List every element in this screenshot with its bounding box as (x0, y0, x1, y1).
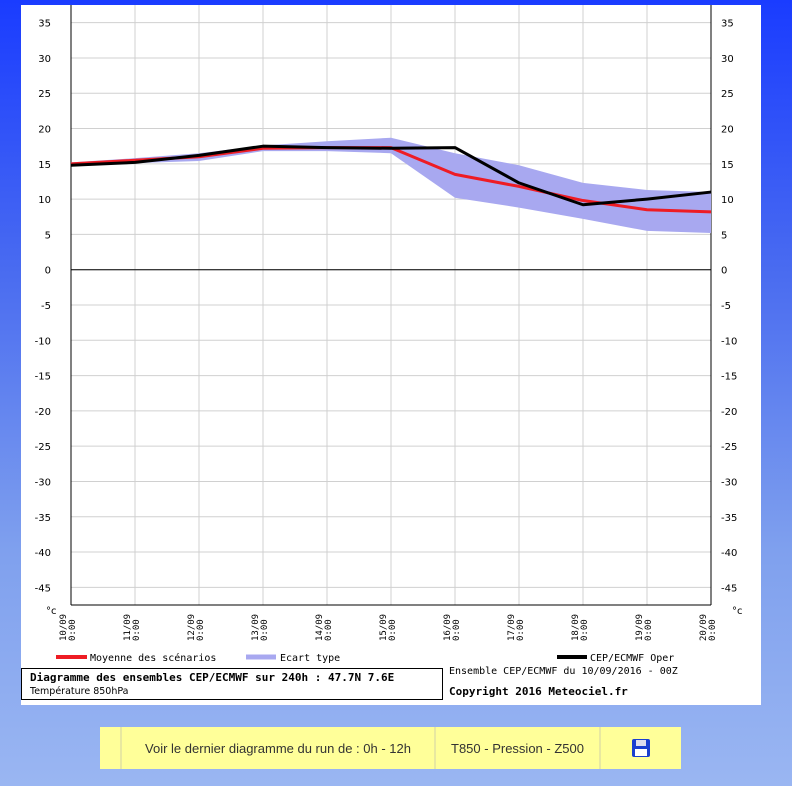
legend-oper-label: CEP/ECMWF Oper (590, 653, 674, 664)
y-tick-label-right: 25 (721, 89, 734, 100)
x-tick-label: 15/09 0:00 (379, 614, 398, 641)
x-tick-label: 19/09 0:00 (635, 614, 654, 641)
y-tick-label-right: 5 (721, 230, 727, 241)
ensemble-chart: 35 35 30 30 25 25 20 20 15 15 10 10 5 5 0 0 -5 -5 -10 -10 -1… (35, 5, 743, 664)
y-tick-label-right: -5 (721, 301, 731, 312)
y-unit-right: °c (732, 606, 743, 617)
y-tick-label-left: -25 (35, 442, 51, 453)
y-tick-labels: 35 35 30 30 25 25 20 20 15 15 10 10 5 5 0 0 -5 -5 -10 -10 -1… (35, 19, 738, 595)
y-tick-label-right: 10 (721, 195, 734, 206)
x-tick-date: 14/09 (315, 614, 325, 641)
save-button[interactable] (601, 727, 681, 769)
x-tick-date: 13/09 (251, 614, 261, 641)
y-tick-label-right: 30 (721, 54, 734, 65)
y-tick-label-left: -10 (35, 336, 51, 347)
y-tick-label-right: -45 (721, 583, 737, 594)
x-tick-date: 17/09 (507, 614, 517, 641)
parameters-link[interactable]: T850 - Pression - Z500 (436, 727, 599, 769)
x-tick-date: 20/09 (699, 614, 709, 641)
series-layer (70, 144, 712, 214)
y-tick-label-right: -25 (721, 442, 737, 453)
oper-series-line (70, 144, 712, 207)
ensemble-run-info: Ensemble CEP/ECMWF du 10/09/2016 - 00Z (449, 666, 678, 677)
y-tick-label-right: -40 (721, 548, 737, 559)
y-tick-label-right: 35 (721, 19, 734, 30)
x-tick-label: 12/09 0:00 (187, 614, 206, 641)
x-tick-time: 0:00 (452, 619, 462, 641)
x-tick-time: 0:00 (324, 619, 334, 641)
y-tick-label-right: 0 (721, 266, 727, 277)
x-tick-time: 0:00 (388, 619, 398, 641)
x-tick-labels: 10/09 0:00 11/09 0:00 12/09 0:00 13/09 0:00 14/0… (59, 614, 718, 641)
legend-band-label: Ecart type (280, 653, 340, 664)
x-tick-time: 0:00 (68, 619, 78, 641)
x-tick-date: 11/09 (123, 614, 133, 641)
ecart-type-band-layer (71, 137, 711, 233)
x-tick-label: 13/09 0:00 (251, 614, 270, 641)
x-tick-label: 17/09 0:00 (507, 614, 526, 641)
y-tick-label-left: 35 (38, 19, 51, 30)
y-tick-label-right: -15 (721, 372, 737, 383)
y-tick-label-left: -5 (41, 301, 51, 312)
x-tick-time: 0:00 (644, 619, 654, 641)
toolbar-spacer (100, 727, 120, 769)
x-tick-label: 16/09 0:00 (443, 614, 462, 641)
x-tick-time: 0:00 (196, 619, 206, 641)
y-unit-left: °c (46, 606, 57, 617)
y-tick-label-left: -30 (35, 477, 51, 488)
x-tick-time: 0:00 (132, 619, 142, 641)
x-tick-time: 0:00 (580, 619, 590, 641)
x-tick-date: 16/09 (443, 614, 453, 641)
run-selector-link[interactable]: Voir le dernier diagramme du run de : 0h… (122, 727, 434, 769)
y-tick-label-left: -35 (35, 513, 51, 524)
bottom-toolbar: Voir le dernier diagramme du run de : 0h… (100, 727, 681, 769)
copyright: Copyright 2016 Meteociel.fr (449, 685, 628, 698)
chart-panel: 35 35 30 30 25 25 20 20 15 15 10 10 5 5 0 0 -5 -5 -10 -10 -1… (21, 5, 761, 705)
x-tick-time: 0:00 (708, 619, 718, 641)
y-tick-label-right: -35 (721, 513, 737, 524)
ecart-type-band (71, 137, 711, 233)
x-tick-time: 0:00 (516, 619, 526, 641)
chart-title: Diagramme des ensembles CEP/ECMWF sur 24… (30, 671, 395, 684)
x-tick-label: 14/09 0:00 (315, 614, 334, 641)
y-tick-label-right: -30 (721, 477, 737, 488)
legend: Moyenne des scénarios Ecart type CEP/ECM… (56, 652, 674, 664)
grid (70, 5, 712, 606)
y-tick-label-left: 25 (38, 89, 51, 100)
x-tick-label: 18/09 0:00 (571, 614, 590, 641)
y-tick-label-left: 30 (38, 54, 51, 65)
y-tick-label-left: 15 (38, 160, 51, 171)
y-tick-label-left: 5 (45, 230, 51, 241)
info-box: Diagramme des ensembles CEP/ECMWF sur 24… (21, 668, 443, 700)
y-tick-label-left: 10 (38, 195, 51, 206)
y-tick-label-left: 0 (45, 266, 51, 277)
x-tick-date: 19/09 (635, 614, 645, 641)
chart-subtitle: Température 850hPa (30, 686, 129, 697)
x-tick-time: 0:00 (260, 619, 270, 641)
y-tick-label-right: -10 (721, 336, 737, 347)
y-tick-label-right: 20 (721, 125, 734, 136)
y-tick-label-left: -45 (35, 583, 51, 594)
y-tick-label-left: -15 (35, 372, 51, 383)
y-tick-label-left: -40 (35, 548, 51, 559)
x-tick-label: 11/09 0:00 (123, 614, 142, 641)
legend-mean-label: Moyenne des scénarios (90, 652, 216, 664)
x-tick-date: 18/09 (571, 614, 581, 641)
x-tick-label: 10/09 0:00 (59, 614, 78, 641)
x-tick-date: 12/09 (187, 614, 197, 641)
y-tick-label-left: -20 (35, 407, 51, 418)
x-tick-date: 15/09 (379, 614, 389, 641)
y-tick-label-right: -20 (721, 407, 737, 418)
x-tick-label: 20/09 0:00 (699, 614, 718, 641)
floppy-disk-icon (632, 739, 650, 757)
y-tick-label-right: 15 (721, 160, 734, 171)
y-tick-label-left: 20 (38, 125, 51, 136)
x-tick-date: 10/09 (59, 614, 69, 641)
